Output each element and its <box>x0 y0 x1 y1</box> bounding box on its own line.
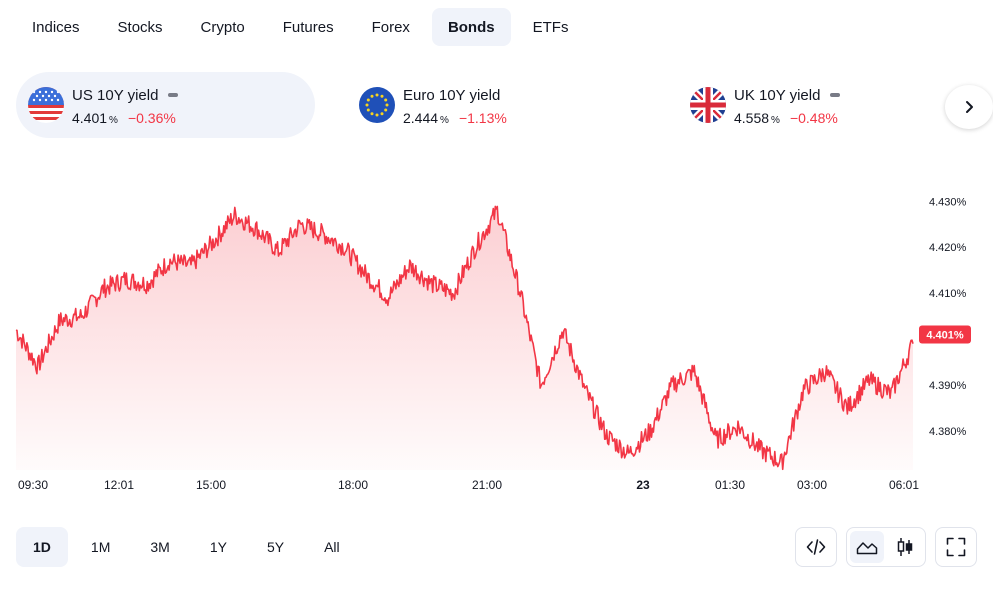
fullscreen-button[interactable] <box>935 527 977 567</box>
x-axis: 09:30 12:01 15:00 18:00 21:00 23 01:30 03:00 06:… <box>18 478 919 492</box>
tab-futures[interactable]: Futures <box>282 18 334 36</box>
x-tick-label: 12:01 <box>104 478 134 492</box>
range-1m[interactable]: 1M <box>90 539 111 555</box>
range-1d[interactable]: 1D <box>16 527 68 567</box>
x-tick-label: 01:30 <box>715 478 745 492</box>
market-tabs: Indices Stocks Crypto Futures Forex Bond… <box>16 8 590 46</box>
x-tick-label: 21:00 <box>472 478 502 492</box>
tab-stocks[interactable]: Stocks <box>117 18 163 36</box>
symbol-card-us10y[interactable]: US 10Y yield 4.401 % −0.36% <box>16 72 315 138</box>
last-price-marker: 4.401% <box>919 325 971 344</box>
tab-bonds[interactable]: Bonds <box>431 8 511 46</box>
symbol-change: −0.36% <box>127 110 176 126</box>
y-axis: 4.380% 4.390% 4.410% 4.420% 4.430% <box>929 196 967 438</box>
symbol-cards: US 10Y yield 4.401 % −0.36% Euro 10Y yie… <box>16 72 993 138</box>
tab-crypto[interactable]: Crypto <box>200 18 245 36</box>
x-tick-label: 18:00 <box>338 478 368 492</box>
y-tick-label: 4.430% <box>929 196 967 208</box>
symbol-name: UK 10Y yield <box>734 86 821 104</box>
x-tick-label: 15:00 <box>196 478 226 492</box>
last-price-badge <box>919 325 971 344</box>
symbol-change: −0.48% <box>789 110 838 126</box>
x-tick-label: 09:30 <box>18 478 48 492</box>
symbol-price: 2.444 <box>403 110 439 126</box>
area-fill <box>16 206 913 470</box>
y-tick-label: 4.410% <box>929 288 967 300</box>
us-flag-icon <box>28 87 64 123</box>
symbol-price: 4.558 <box>734 110 770 126</box>
y-tick-label: 4.390% <box>929 380 967 392</box>
status-dash-icon <box>168 93 179 97</box>
tab-indices[interactable]: Indices <box>32 18 80 36</box>
symbol-name: US 10Y yield <box>72 86 159 104</box>
code-icon <box>806 539 826 555</box>
range-3m[interactable]: 3M <box>150 539 170 555</box>
chevron-right-icon <box>966 101 973 113</box>
x-tick-label: 06:01 <box>889 478 919 492</box>
fullscreen-icon <box>946 537 966 557</box>
tab-forex[interactable]: Forex <box>371 18 410 36</box>
x-tick-label: 23 <box>636 478 650 492</box>
uk-flag-icon <box>690 87 726 123</box>
symbol-unit: % <box>109 115 118 126</box>
symbol-name: Euro 10Y yield <box>403 86 501 104</box>
symbol-card-uk10y[interactable]: UK 10Y yield 4.558 % −0.48% <box>678 72 938 138</box>
embed-button[interactable] <box>795 527 837 567</box>
chart-style-toggle <box>846 527 926 567</box>
symbol-unit: % <box>771 115 780 126</box>
symbol-change: −1.13% <box>458 110 507 126</box>
status-dash-icon <box>830 93 841 97</box>
symbol-card-euro10y[interactable]: Euro 10Y yield 2.444 % −1.13% <box>347 72 637 138</box>
candles-icon <box>897 538 913 556</box>
eu-flag-icon <box>359 87 395 123</box>
symbol-unit: % <box>440 115 449 126</box>
range-1y[interactable]: 1Y <box>209 539 227 555</box>
candles-chart-button[interactable] <box>888 531 922 563</box>
symbol-price: 4.401 <box>72 110 108 126</box>
yield-chart[interactable]: 4.380% 4.390% 4.410% 4.420% 4.430% 09:30 12:0… <box>0 160 993 500</box>
y-tick-label: 4.380% <box>929 426 967 438</box>
next-symbols-button[interactable] <box>945 85 993 129</box>
tab-etfs[interactable]: ETFs <box>532 18 569 36</box>
series-line <box>15 205 914 471</box>
area-chart-icon <box>856 542 878 555</box>
range-all[interactable]: All <box>324 539 340 555</box>
last-price-label: 4.401% <box>926 329 964 341</box>
x-tick-label: 03:00 <box>797 478 827 492</box>
area-chart-button[interactable] <box>850 531 884 563</box>
y-tick-label: 4.420% <box>929 242 967 254</box>
range-5y[interactable]: 5Y <box>266 539 285 555</box>
range-selector: 1D 1M 3M 1Y 5Y All <box>16 527 363 567</box>
